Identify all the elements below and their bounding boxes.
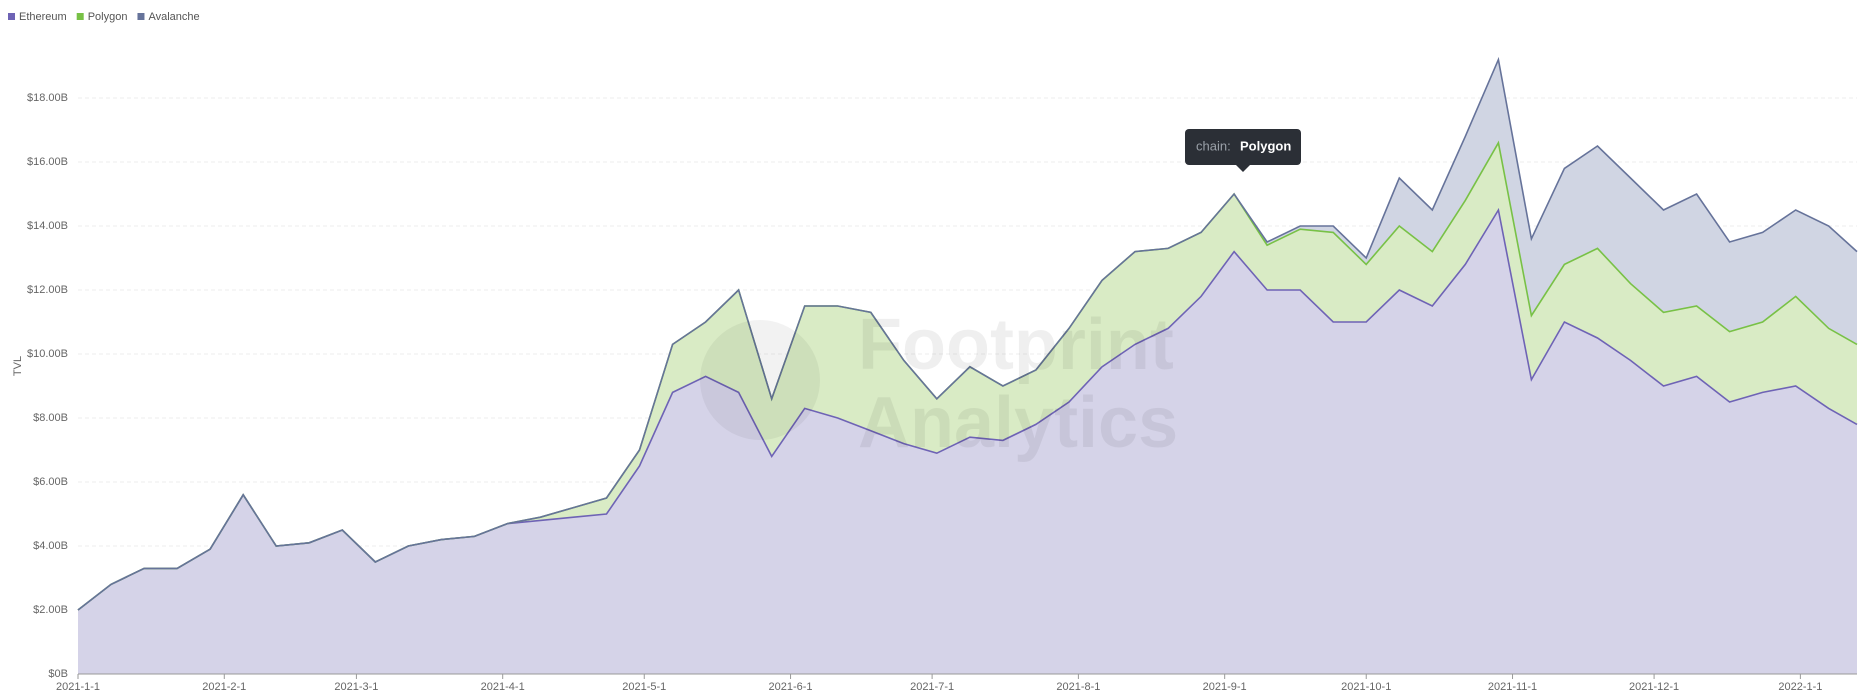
legend-label: Polygon <box>88 11 128 23</box>
y-tick-label: $8.00B <box>33 412 68 424</box>
area <box>78 142 1857 611</box>
tooltip-box <box>1185 129 1301 165</box>
x-tick-label: 2021-10-1 <box>1341 681 1391 693</box>
x-tick-label: 2021-7-1 <box>910 681 954 693</box>
y-tick-label: $18.00B <box>27 92 68 104</box>
area <box>78 59 1857 611</box>
legend: Ethereum Polygon Avalanche <box>8 11 200 23</box>
tooltip-arrow <box>1236 165 1250 172</box>
legend-marker <box>137 13 145 20</box>
watermark-text: Footprint <box>858 305 1174 385</box>
x-tick-label: 2021-8-1 <box>1056 681 1100 693</box>
legend-marker <box>76 13 84 20</box>
plot: $0B $2.00B $4.00B $6.00B $8.00B $10.00B $12.00… <box>27 56 1858 693</box>
legend-label: Avalanche <box>148 11 199 23</box>
watermark-logo <box>700 320 820 440</box>
y-tick-label: $2.00B <box>33 604 68 616</box>
y-axis-label: TVL <box>12 356 24 376</box>
x-tick-label: 2021-3-1 <box>334 681 378 693</box>
x-tick-label: 2021-5-1 <box>622 681 666 693</box>
tooltip: chain: Polygon <box>1185 129 1301 172</box>
y-tick-label: $14.00B <box>27 220 68 232</box>
legend-marker <box>8 13 15 20</box>
x-tick-label: 2021-4-1 <box>481 681 525 693</box>
y-tick-label: $0B <box>48 668 68 680</box>
x-tick-label: 2021-6-1 <box>769 681 813 693</box>
y-tick-label: $16.00B <box>27 156 68 168</box>
x-tick-label: 2021-1-1 <box>56 681 100 693</box>
x-tick-label: 2021-2-1 <box>202 681 246 693</box>
y-tick-label: $4.00B <box>33 540 68 552</box>
x-tick-label: 2021-11-1 <box>1488 681 1537 693</box>
watermark-text: Analytics <box>858 383 1178 463</box>
tooltip-label: chain: <box>1196 138 1231 153</box>
x-tick-label: 2021-9-1 <box>1203 681 1247 693</box>
y-tick-label: $6.00B <box>33 476 68 488</box>
x-tick-label: 2021-12-1 <box>1629 681 1679 693</box>
watermark: Footprint Analytics <box>700 305 1178 463</box>
y-tick-label: $10.00B <box>27 348 68 360</box>
tooltip-value: Polygon <box>1240 138 1291 153</box>
x-tick-label: 2022-1-1 <box>1778 681 1822 693</box>
y-tick-label: $12.00B <box>27 284 68 296</box>
legend-label: Ethereum <box>19 11 67 23</box>
area-line <box>77 56 1858 611</box>
area <box>78 210 1857 674</box>
